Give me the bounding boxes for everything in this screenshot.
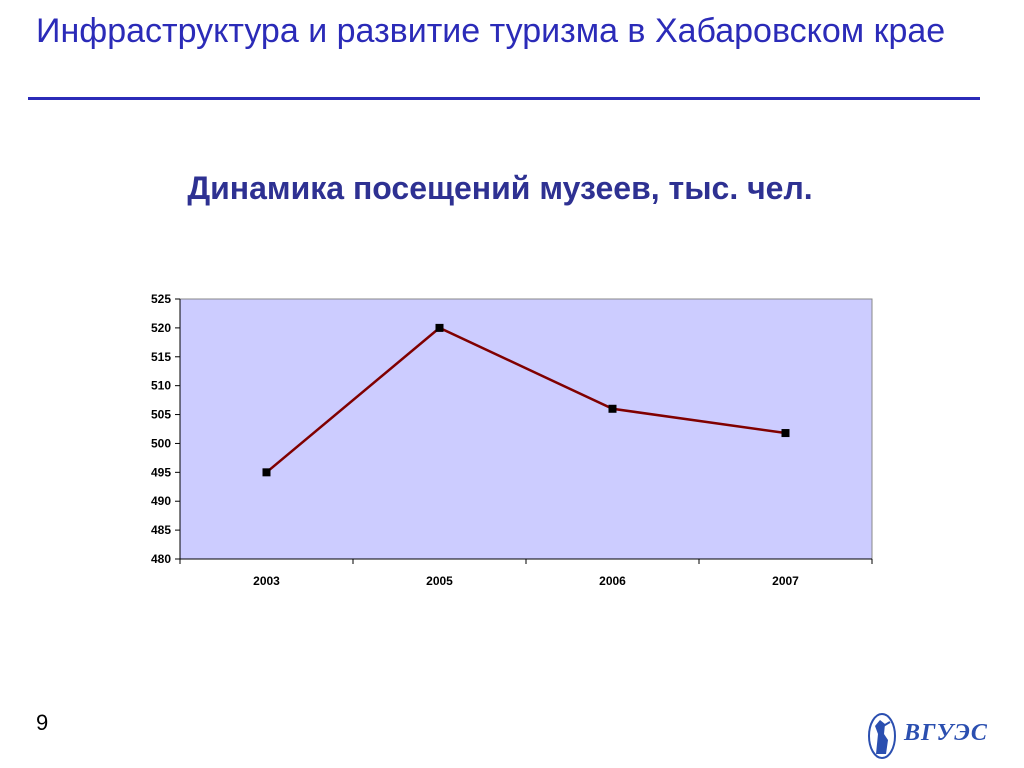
- slide-title: Инфраструктура и развитие туризма в Хаба…: [36, 12, 946, 50]
- x-tick-label: 2005: [426, 574, 453, 588]
- y-tick-label: 520: [151, 321, 171, 335]
- series-group: [262, 323, 790, 477]
- data-point: [262, 468, 271, 477]
- data-point: [781, 429, 790, 438]
- x-tick-label: 2007: [772, 574, 799, 588]
- y-tick-label: 485: [151, 523, 171, 537]
- y-tick-label: 490: [151, 494, 171, 508]
- plot-area: [179, 298, 873, 560]
- y-tick-label: 480: [151, 552, 171, 566]
- data-point: [435, 323, 444, 332]
- y-tick-label: 510: [151, 379, 171, 393]
- data-point: [608, 404, 617, 413]
- title-divider: [28, 97, 980, 100]
- page-number: 9: [36, 710, 49, 735]
- series-line: [265, 326, 786, 474]
- logo-emblem-icon: [868, 713, 896, 759]
- y-tick-label: 500: [151, 436, 171, 450]
- university-logo: ВГУЭС: [866, 712, 988, 762]
- y-tick-label: 505: [151, 408, 171, 422]
- x-tick-label: 2006: [599, 574, 626, 588]
- y-tick-label: 525: [151, 292, 171, 306]
- chart-heading: Динамика посещений музеев, тыс. чел.: [187, 170, 813, 206]
- x-axis: 2003 2005 2006 2007: [179, 558, 873, 588]
- y-tick-label: 515: [151, 350, 171, 364]
- y-tick-label: 495: [151, 465, 171, 479]
- logo-text: ВГУЭС: [904, 720, 988, 746]
- y-axis: 480 485 490 495 500 505 510 515 520 525: [151, 292, 181, 566]
- x-tick-label: 2003: [253, 574, 280, 588]
